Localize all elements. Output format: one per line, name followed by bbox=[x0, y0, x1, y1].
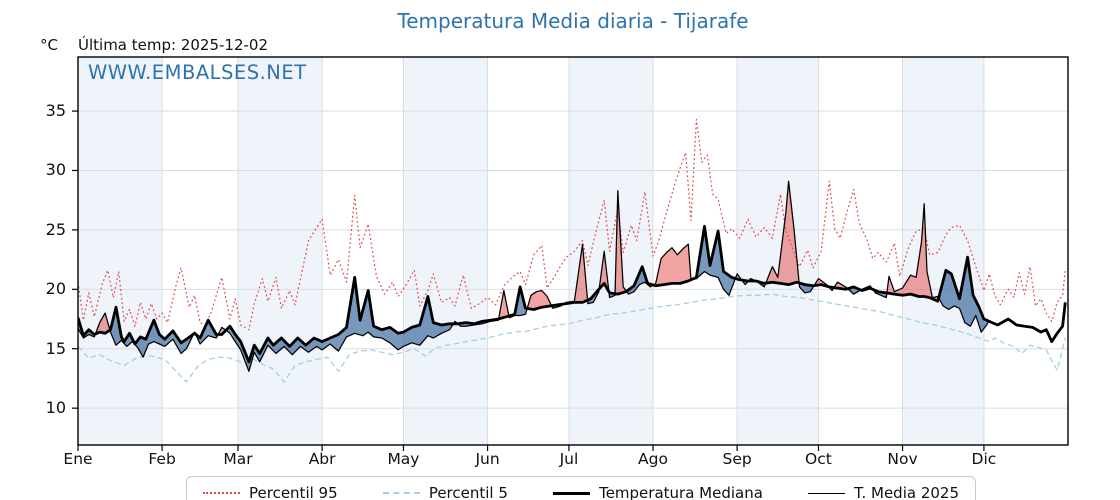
x-tick-label-jul: Jul bbox=[559, 450, 579, 468]
x-tick-label-ago: Ago bbox=[638, 450, 668, 468]
legend-label-percentil-5: Percentil 5 bbox=[428, 484, 508, 500]
legend-item-mediana: Temperatura Mediana bbox=[553, 484, 763, 500]
percentil-5-line-icon bbox=[382, 492, 420, 494]
legend: Percentil 95 Percentil 5 Temperatura Med… bbox=[186, 476, 976, 500]
last-temp-annotation: Última temp: 2025-12-02 bbox=[78, 36, 269, 54]
x-tick-label-feb: Feb bbox=[148, 450, 176, 468]
x-tick-label-mar: Mar bbox=[223, 450, 253, 468]
x-tick-label-dic: Dic bbox=[971, 450, 997, 468]
x-tick-label-abr: Abr bbox=[308, 450, 336, 468]
x-tick-label-may: May bbox=[387, 450, 420, 468]
y-tick-label-35: 35 bbox=[45, 101, 66, 121]
x-tick-label-nov: Nov bbox=[887, 450, 918, 468]
x-tick-label-sep: Sep bbox=[722, 450, 752, 468]
x-tick-label-jun: Jun bbox=[475, 450, 500, 468]
t-media-2025-line-icon bbox=[808, 492, 846, 494]
legend-item-percentil-5: Percentil 5 bbox=[382, 484, 508, 500]
y-axis-unit-label: °C bbox=[40, 36, 58, 54]
y-tick-label-15: 15 bbox=[45, 338, 66, 358]
x-tick-label-ene: Ene bbox=[63, 450, 93, 468]
mediana-line-icon bbox=[553, 491, 591, 495]
chart-title: Temperatura Media diaria - Tijarafe bbox=[397, 9, 749, 33]
y-tick-label-20: 20 bbox=[45, 279, 66, 299]
legend-label-percentil-95: Percentil 95 bbox=[249, 484, 338, 500]
x-tick-label-oct: Oct bbox=[805, 450, 832, 468]
y-tick-label-30: 30 bbox=[45, 160, 66, 180]
y-tick-label-10: 10 bbox=[45, 398, 66, 418]
legend-item-percentil-95: Percentil 95 bbox=[203, 484, 338, 500]
legend-label-mediana: Temperatura Mediana bbox=[599, 484, 763, 500]
watermark: WWW.EMBALSES.NET bbox=[88, 61, 307, 84]
y-tick-label-25: 25 bbox=[45, 219, 66, 239]
legend-label-t-media-2025: T. Media 2025 bbox=[854, 484, 959, 500]
percentil-95-line-icon bbox=[203, 492, 240, 494]
legend-item-t-media-2025: T. Media 2025 bbox=[808, 484, 959, 500]
